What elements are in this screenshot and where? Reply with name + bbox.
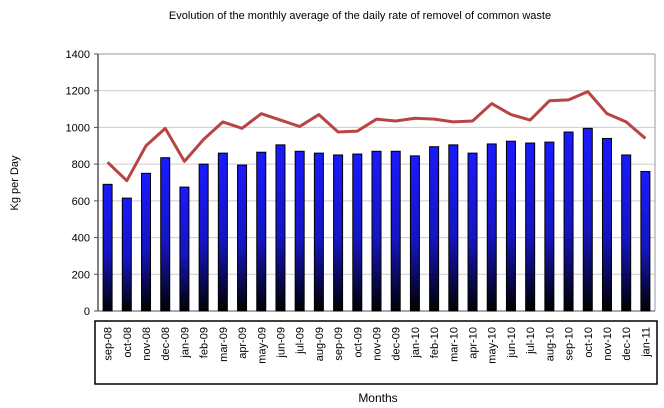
x-tick-label: feb-10	[429, 327, 441, 358]
x-tick-label: nov-10	[602, 327, 614, 361]
y-tick-label: 800	[72, 159, 90, 171]
bar-apr-10	[467, 152, 478, 312]
y-tick-label: 600	[72, 196, 90, 208]
y-tick-label: 400	[72, 233, 90, 245]
bar-mar-10	[448, 144, 459, 312]
x-tick-label: jul-09	[295, 327, 307, 355]
bar-sep-10	[563, 131, 574, 312]
y-tick-label: 1200	[66, 86, 90, 98]
x-tick-label: mar-10	[448, 327, 460, 362]
bar-oct-10	[582, 127, 593, 312]
bar-oct-08	[121, 197, 132, 312]
x-tick-label: dec-10	[621, 327, 633, 361]
bar-may-09	[256, 151, 267, 312]
bar-sep-09	[333, 154, 344, 312]
bar-may-10	[486, 143, 497, 312]
series-line	[106, 90, 647, 183]
bar-jun-10	[505, 140, 516, 312]
bar-jul-09	[294, 150, 305, 312]
x-tick-label: jan-09	[179, 327, 191, 359]
y-tick-label: 1400	[66, 49, 90, 61]
x-tick-label: oct-08	[122, 327, 134, 358]
x-tick-label: jan-11	[640, 327, 652, 358]
x-axis-label: Months	[358, 391, 397, 405]
bar-jan-11	[640, 170, 651, 312]
x-tick-label: sep-09	[333, 327, 345, 361]
x-tick-label: nov-08	[141, 327, 153, 361]
x-tick-label: jun-10	[506, 327, 518, 359]
bar-sep-08	[102, 183, 113, 312]
x-tick-label: feb-09	[199, 327, 211, 358]
x-tick-label: oct-10	[583, 327, 595, 358]
bar-feb-09	[198, 163, 209, 312]
x-tick-label: sep-10	[564, 327, 576, 361]
x-tick-label: apr-10	[468, 327, 480, 359]
bar-nov-09	[371, 150, 382, 312]
x-tick-label: mar-09	[218, 327, 230, 362]
x-tick-label: oct-09	[352, 327, 364, 358]
bar-nov-08	[141, 172, 152, 312]
bar-aug-10	[544, 141, 555, 312]
bar-jan-09	[179, 186, 190, 312]
x-tick-label: jun-09	[275, 327, 287, 359]
x-tick-label: apr-09	[237, 327, 249, 359]
bar-dec-10	[621, 154, 632, 312]
x-tick-label: nov-09	[372, 327, 384, 361]
x-tick-label: jan-10	[410, 327, 422, 359]
x-tick-label: sep-08	[103, 327, 115, 361]
x-tick-label: may-09	[256, 327, 268, 364]
bar-dec-08	[160, 157, 171, 312]
y-axis-label: Kg per Day	[9, 155, 21, 211]
x-tick-label: jul-10	[525, 327, 537, 355]
bar-jul-10	[525, 142, 536, 312]
x-tick-label: aug-09	[314, 327, 326, 361]
chart-title: Evolution of the monthly average of the …	[169, 10, 551, 22]
y-tick-label: 0	[84, 306, 90, 318]
x-tick-label: aug-10	[544, 327, 556, 361]
bar-aug-09	[313, 152, 324, 312]
bar-jun-09	[275, 144, 286, 312]
x-tick-label: may-10	[487, 327, 499, 364]
y-tick-label: 200	[72, 269, 90, 281]
bar-nov-10	[601, 137, 612, 312]
bar-dec-09	[390, 150, 401, 312]
bar-apr-09	[237, 164, 248, 312]
y-tick-label: 1000	[66, 122, 90, 134]
category-box	[94, 320, 658, 385]
x-tick-label: dec-08	[160, 327, 172, 361]
bar-oct-09	[352, 153, 363, 312]
bar-feb-10	[429, 146, 440, 312]
bar-jan-10	[409, 155, 420, 312]
bar-mar-09	[217, 152, 228, 312]
x-tick-label: dec-09	[391, 327, 403, 361]
